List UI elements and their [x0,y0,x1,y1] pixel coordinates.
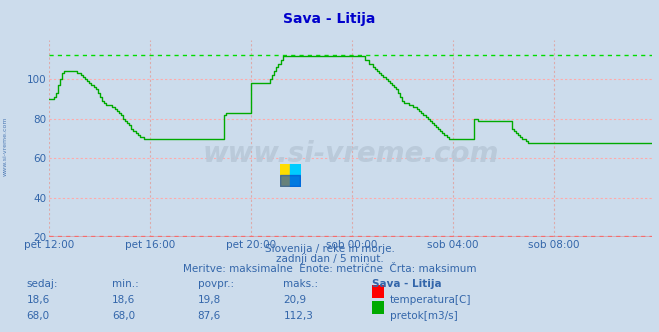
Text: min.:: min.: [112,279,139,289]
Text: Meritve: maksimalne  Enote: metrične  Črta: maksimum: Meritve: maksimalne Enote: metrične Črta… [183,264,476,274]
Text: 68,0: 68,0 [112,311,135,321]
Text: 18,6: 18,6 [26,295,49,305]
Text: pretok[m3/s]: pretok[m3/s] [390,311,458,321]
Text: Sava - Litija: Sava - Litija [283,12,376,26]
Text: Sava - Litija: Sava - Litija [372,279,442,289]
Text: 112,3: 112,3 [283,311,313,321]
Text: 18,6: 18,6 [112,295,135,305]
Text: 87,6: 87,6 [198,311,221,321]
Text: temperatura[C]: temperatura[C] [390,295,472,305]
Text: Slovenija / reke in morje.: Slovenija / reke in morje. [264,244,395,254]
Text: 68,0: 68,0 [26,311,49,321]
Text: maks.:: maks.: [283,279,318,289]
Text: 19,8: 19,8 [198,295,221,305]
Text: www.si-vreme.com: www.si-vreme.com [3,116,8,176]
Text: povpr.:: povpr.: [198,279,234,289]
Text: www.si-vreme.com: www.si-vreme.com [203,140,499,168]
Text: zadnji dan / 5 minut.: zadnji dan / 5 minut. [275,254,384,264]
Text: sedaj:: sedaj: [26,279,58,289]
Text: 20,9: 20,9 [283,295,306,305]
